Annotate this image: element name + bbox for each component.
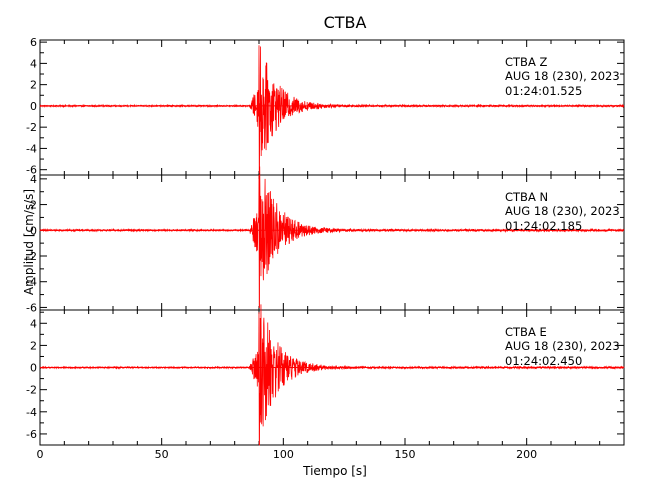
time-label: 01:24:02.185 [505,219,582,233]
y-tick-label: -2 [26,121,37,134]
y-tick-label: 4 [30,57,37,70]
y-tick-label: -6 [26,428,37,441]
station-label: CTBA Z [505,55,547,69]
station-label: CTBA N [505,190,548,204]
x-tick-label: 150 [395,448,416,461]
time-label: 01:24:01.525 [505,84,582,98]
trace-n [39,166,625,308]
y-tick-label: 2 [30,339,37,352]
date-label: AUG 18 (230), 2023 [505,339,620,353]
y-tick-label: 6 [30,36,37,49]
x-tick-label: 50 [155,448,169,461]
date-label: AUG 18 (230), 2023 [505,69,620,83]
date-label: AUG 18 (230), 2023 [505,204,620,218]
time-label: 01:24:02.450 [505,354,582,368]
y-tick-label: 4 [30,173,37,186]
y-tick-label: 2 [30,199,37,212]
y-tick-label: -4 [26,406,37,419]
y-tick-label: -6 [26,301,37,314]
x-axis-label: Tiempo [s] [302,464,367,478]
y-tick-label: -4 [26,276,37,289]
y-tick-label: -4 [26,142,37,155]
chart-title: CTBA [324,13,367,32]
y-tick-label: -2 [26,384,37,397]
x-tick-label: 100 [273,448,294,461]
y-tick-label: 0 [30,100,37,113]
y-tick-label: 4 [30,317,37,330]
y-axis-label: Amplitud [cm/s/s] [22,189,36,295]
x-axis: 0 50 100 150 200 [37,448,538,461]
y-tick-label: 0 [30,224,37,237]
x-tick-label: 200 [516,448,537,461]
x-tick-label: 0 [37,448,44,461]
y-tick-label: 0 [30,362,37,375]
y-tick-label: -6 [26,164,37,177]
y-tick-label: -2 [26,250,37,263]
station-label: CTBA E [505,325,547,339]
y-tick-label: 2 [30,79,37,92]
